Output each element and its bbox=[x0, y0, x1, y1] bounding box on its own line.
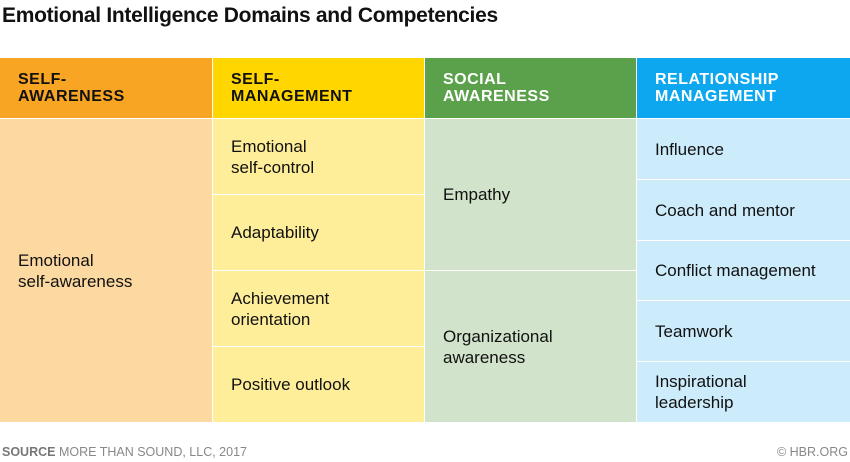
competency-cell: Teamwork bbox=[637, 301, 850, 361]
competency-cell: Coach and mentor bbox=[637, 180, 850, 240]
competency-cell: Adaptability bbox=[213, 195, 424, 270]
page-title: Emotional Intelligence Domains and Compe… bbox=[2, 4, 498, 27]
column-header: Relationship management bbox=[637, 58, 850, 118]
competency-cell: Emotional self-awareness bbox=[0, 119, 212, 422]
competency-cell: Emotional self-control bbox=[213, 119, 424, 194]
credit: © HBR.ORG bbox=[776, 445, 848, 459]
competency-cell: Influence bbox=[637, 119, 850, 179]
column-header: Self- management bbox=[213, 58, 424, 118]
competency-cell: Organizational awareness bbox=[425, 271, 636, 422]
source-label: SOURCE bbox=[2, 445, 56, 459]
column-header: Self- awareness bbox=[0, 58, 212, 118]
competency-cell: Empathy bbox=[425, 119, 636, 270]
competency-cell: Conflict management bbox=[637, 241, 850, 300]
source-note: SOURCE MORE THAN SOUND, LLC, 2017 bbox=[2, 445, 247, 459]
column-header: Social awareness bbox=[425, 58, 636, 118]
source-text: MORE THAN SOUND, LLC, 2017 bbox=[58, 445, 247, 459]
competency-cell: Inspirational leadership bbox=[637, 362, 850, 422]
competency-cell: Positive outlook bbox=[213, 347, 424, 422]
competency-cell: Achievement orientation bbox=[213, 271, 424, 346]
